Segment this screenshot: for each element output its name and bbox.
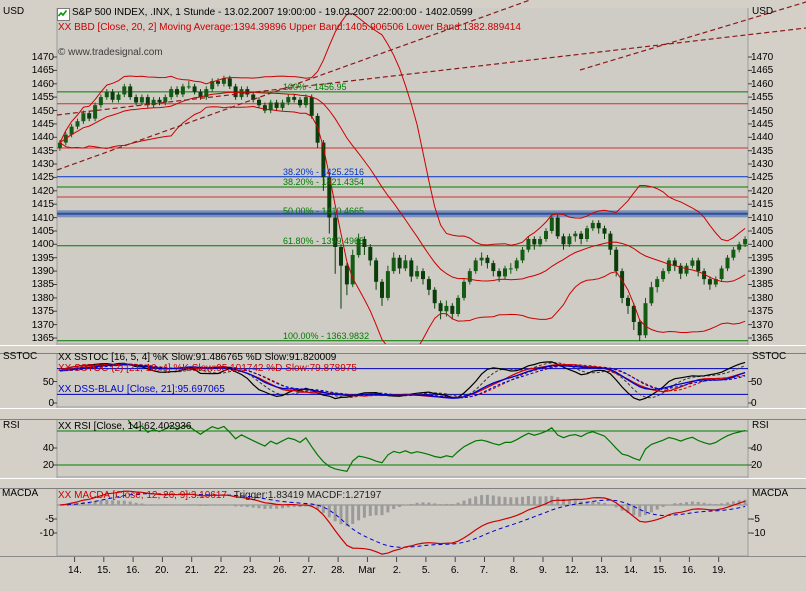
- time-axis[interactable]: [0, 557, 806, 591]
- price-axis-left[interactable]: [0, 8, 57, 556]
- panel-splitter-rsi-macd[interactable]: [0, 478, 806, 489]
- panel-splitter-main-sstoc[interactable]: [0, 345, 806, 354]
- price-axis-right[interactable]: [748, 8, 806, 556]
- panel-splitter-sstoc-rsi[interactable]: [0, 408, 806, 420]
